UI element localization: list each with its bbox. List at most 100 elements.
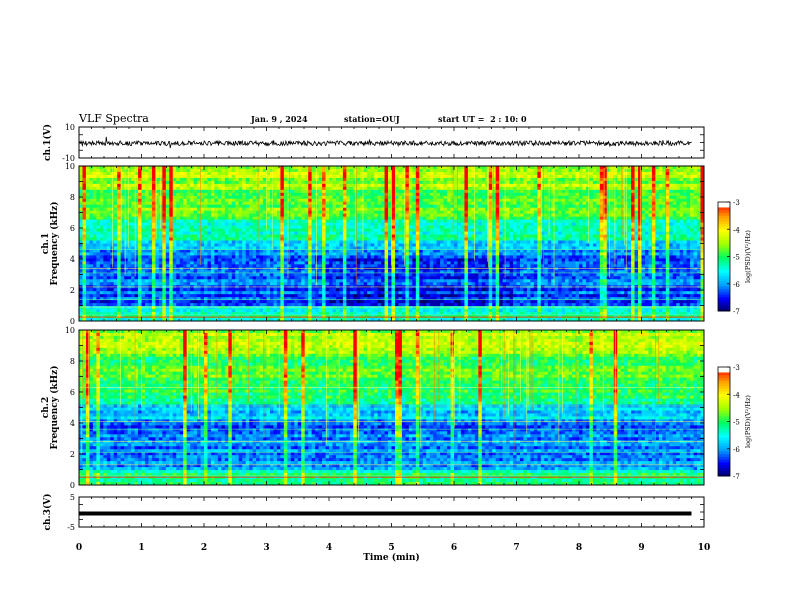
y-tick-label: 8 <box>70 193 75 202</box>
colorbar-ch1-segment <box>718 253 730 258</box>
colorbar-ch2-segment <box>718 432 730 436</box>
colorbar-ch2-tick: -3 <box>733 364 740 372</box>
colorbar-ch2-segment <box>718 369 730 373</box>
y-tick-label: 6 <box>70 224 75 233</box>
colorbar-ch1-segment <box>718 272 730 277</box>
colorbar-ch1-segment <box>718 286 730 290</box>
colorbar-ch1-segment <box>718 218 730 222</box>
y-tick-label: 10 <box>65 162 75 171</box>
colorbar-ch1-segment <box>718 226 730 230</box>
colorbar-ch2-tick: -4 <box>733 391 740 399</box>
colorbar-ch1-segment <box>718 240 730 244</box>
colorbar-ch2-segment <box>718 448 730 452</box>
x-tick-label: 9 <box>638 543 644 553</box>
x-tick-label: 6 <box>451 543 457 553</box>
colorbar-ch1-segment <box>718 281 730 285</box>
colorbar-ch2-segment <box>718 399 730 403</box>
colorbar-ch2-segment <box>718 405 730 409</box>
colorbar-ch1-segment <box>718 212 730 217</box>
colorbar-ch1-segment <box>718 283 730 287</box>
colorbar-ch1-segment <box>718 275 730 279</box>
colorbar-ch2-segment <box>718 416 730 420</box>
y-tick-label: 4 <box>70 255 75 264</box>
colorbar-ch1-segment <box>718 223 730 228</box>
colorbar-ch2-segment <box>718 418 730 422</box>
colorbar-ch1-segment <box>718 264 730 268</box>
colorbar-ch1-segment <box>718 294 730 298</box>
colorbar-ch2-segment <box>718 367 730 371</box>
axis-label-channel: ch.1 <box>41 233 51 254</box>
colorbar-ch1-segment <box>718 291 730 296</box>
colorbar-ch2-segment <box>718 377 730 382</box>
colorbar-ch2-segment <box>718 454 730 458</box>
colorbar-ch2-segment <box>718 443 730 447</box>
x-tick-label: 3 <box>263 543 269 553</box>
date-label: Jan. 9 , 2024 <box>251 114 308 124</box>
x-tick-label: 10 <box>698 543 711 553</box>
colorbar-ch2-segment <box>718 462 730 466</box>
colorbar-ch1-segment <box>718 202 730 206</box>
colorbar-ch1-segment <box>718 237 730 241</box>
colorbar-ch2-segment <box>718 407 730 412</box>
colorbar-ch1-segment <box>718 256 730 260</box>
chart-title: VLF Spectra <box>79 112 149 125</box>
colorbar-ch1-tick: -5 <box>733 254 740 262</box>
colorbar-ch1-label: log(PSD)(V²/Hz) <box>744 230 752 283</box>
colorbar-ch2-segment <box>718 380 730 384</box>
colorbar-ch1-segment <box>718 229 730 233</box>
colorbar-ch1-segment <box>718 261 730 266</box>
y-tick-label: 10 <box>65 123 75 132</box>
x-tick-label: 5 <box>388 543 394 553</box>
colorbar-ch1-segment <box>718 231 730 236</box>
colorbar-ch2-segment <box>718 429 730 433</box>
colorbar-ch2-segment <box>718 413 730 417</box>
colorbar-ch2-segment <box>718 396 730 401</box>
colorbar-ch2-segment <box>718 394 730 398</box>
colorbar-ch2-segment <box>718 435 730 439</box>
colorbar-ch2-segment <box>718 410 730 414</box>
colorbar-ch1-tick: -7 <box>733 308 740 316</box>
colorbar-ch1-segment <box>718 207 730 211</box>
axis-label-frequency: Frequency (kHz) <box>49 201 60 285</box>
y-tick-label: 0 <box>70 481 75 490</box>
y-tick-label: 5 <box>70 493 75 502</box>
colorbar-ch2-segment <box>718 451 730 455</box>
colorbar-ch1-segment <box>718 245 730 249</box>
colorbar-ch2-segment <box>718 456 730 461</box>
colorbar-ch1-segment <box>718 300 730 304</box>
colorbar-ch2-segment <box>718 424 730 428</box>
colorbar-ch2-segment <box>718 372 730 376</box>
colorbar-ch2-segment <box>718 421 730 425</box>
colorbar-ch1-segment <box>718 221 730 225</box>
colorbar-ch1-segment <box>718 210 730 214</box>
spectrogram-ch1 <box>79 166 704 321</box>
x-tick-label: 4 <box>326 543 332 553</box>
colorbar-ch1-segment <box>718 242 730 247</box>
y-tick-label: 10 <box>65 326 75 335</box>
y-tick-label: -5 <box>67 523 75 532</box>
x-tick-label: 8 <box>576 543 582 553</box>
colorbar-ch2-segment <box>718 386 730 390</box>
colorbar-ch1-segment <box>718 215 730 219</box>
colorbar-ch2-segment <box>718 473 730 477</box>
colorbar-ch2-segment <box>718 467 730 472</box>
y-tick-label: 6 <box>70 388 75 397</box>
x-tick-label: 2 <box>201 543 207 553</box>
colorbar-ch2-segment <box>718 459 730 463</box>
colorbar-ch1-segment <box>718 289 730 293</box>
colorbar-ch2-segment <box>718 426 730 431</box>
axis-label-frequency: Frequency (kHz) <box>49 365 60 449</box>
axis-label-channel: ch.2 <box>41 397 51 418</box>
colorbar-ch2-segment <box>718 437 730 442</box>
y-tick-label: -10 <box>62 154 75 163</box>
colorbar-ch1-segment <box>718 308 730 312</box>
colorbar-ch2-segment <box>718 375 730 379</box>
axis-label-ch.1(V): ch.1(V) <box>42 124 53 161</box>
colorbar-ch1-segment <box>718 297 730 301</box>
x-tick-label: 7 <box>513 543 519 553</box>
colorbar-ch1-segment <box>718 251 730 255</box>
ch1-waveform-line <box>79 136 692 149</box>
y-tick-label: 4 <box>70 419 75 428</box>
y-tick-label: 2 <box>70 286 75 295</box>
